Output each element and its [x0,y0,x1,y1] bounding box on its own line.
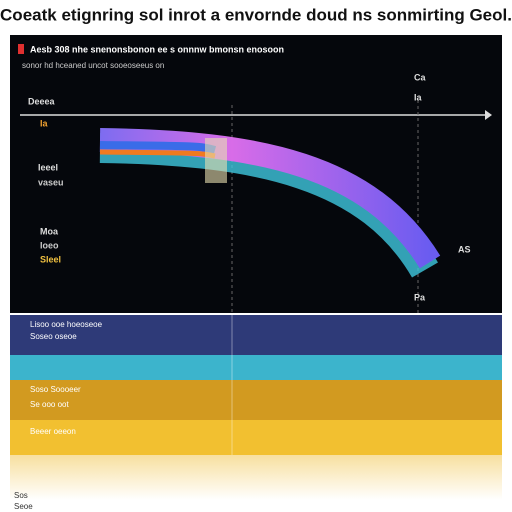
arrow-head [485,110,492,120]
right-label: Ia [414,92,423,102]
band-label: Se ooo oot [30,400,69,409]
band-gold [10,380,502,420]
left-label: Ieeel [38,162,58,172]
band-label: Lisoo ooe hoeoseoe [30,320,103,329]
left-label: Ioeo [40,240,59,250]
band-fade [10,455,502,500]
footer-text: Sos [14,491,28,500]
band-label: Beeer oeeon [30,427,76,436]
footer-text: Seoe [14,502,33,511]
left-label: Deeea [28,96,56,106]
subtitle: Aesb 308 nhe snenonsbonon ee s onnnw bmo… [30,44,284,54]
right-label: Pa [414,292,426,302]
left-label: Ia [40,118,49,128]
left-label: vaseu [38,177,64,187]
band-label: Soseo oseoe [30,332,77,341]
band-box [205,138,227,183]
marker [18,44,24,54]
right-label: Ca [414,72,426,82]
band-label: Soso Soooeer [30,385,81,394]
band-teal [10,355,502,380]
title: Coeatk etignring sol inrot a envornde do… [0,5,512,24]
band-yellow [10,420,502,455]
band-navy [10,315,502,355]
right-label: AS [458,244,471,254]
left-label: Sleel [40,254,61,264]
subtitle-2: sonor hd hceaned uncot sooeoseeus on [22,61,164,70]
left-label: Moa [40,226,59,236]
